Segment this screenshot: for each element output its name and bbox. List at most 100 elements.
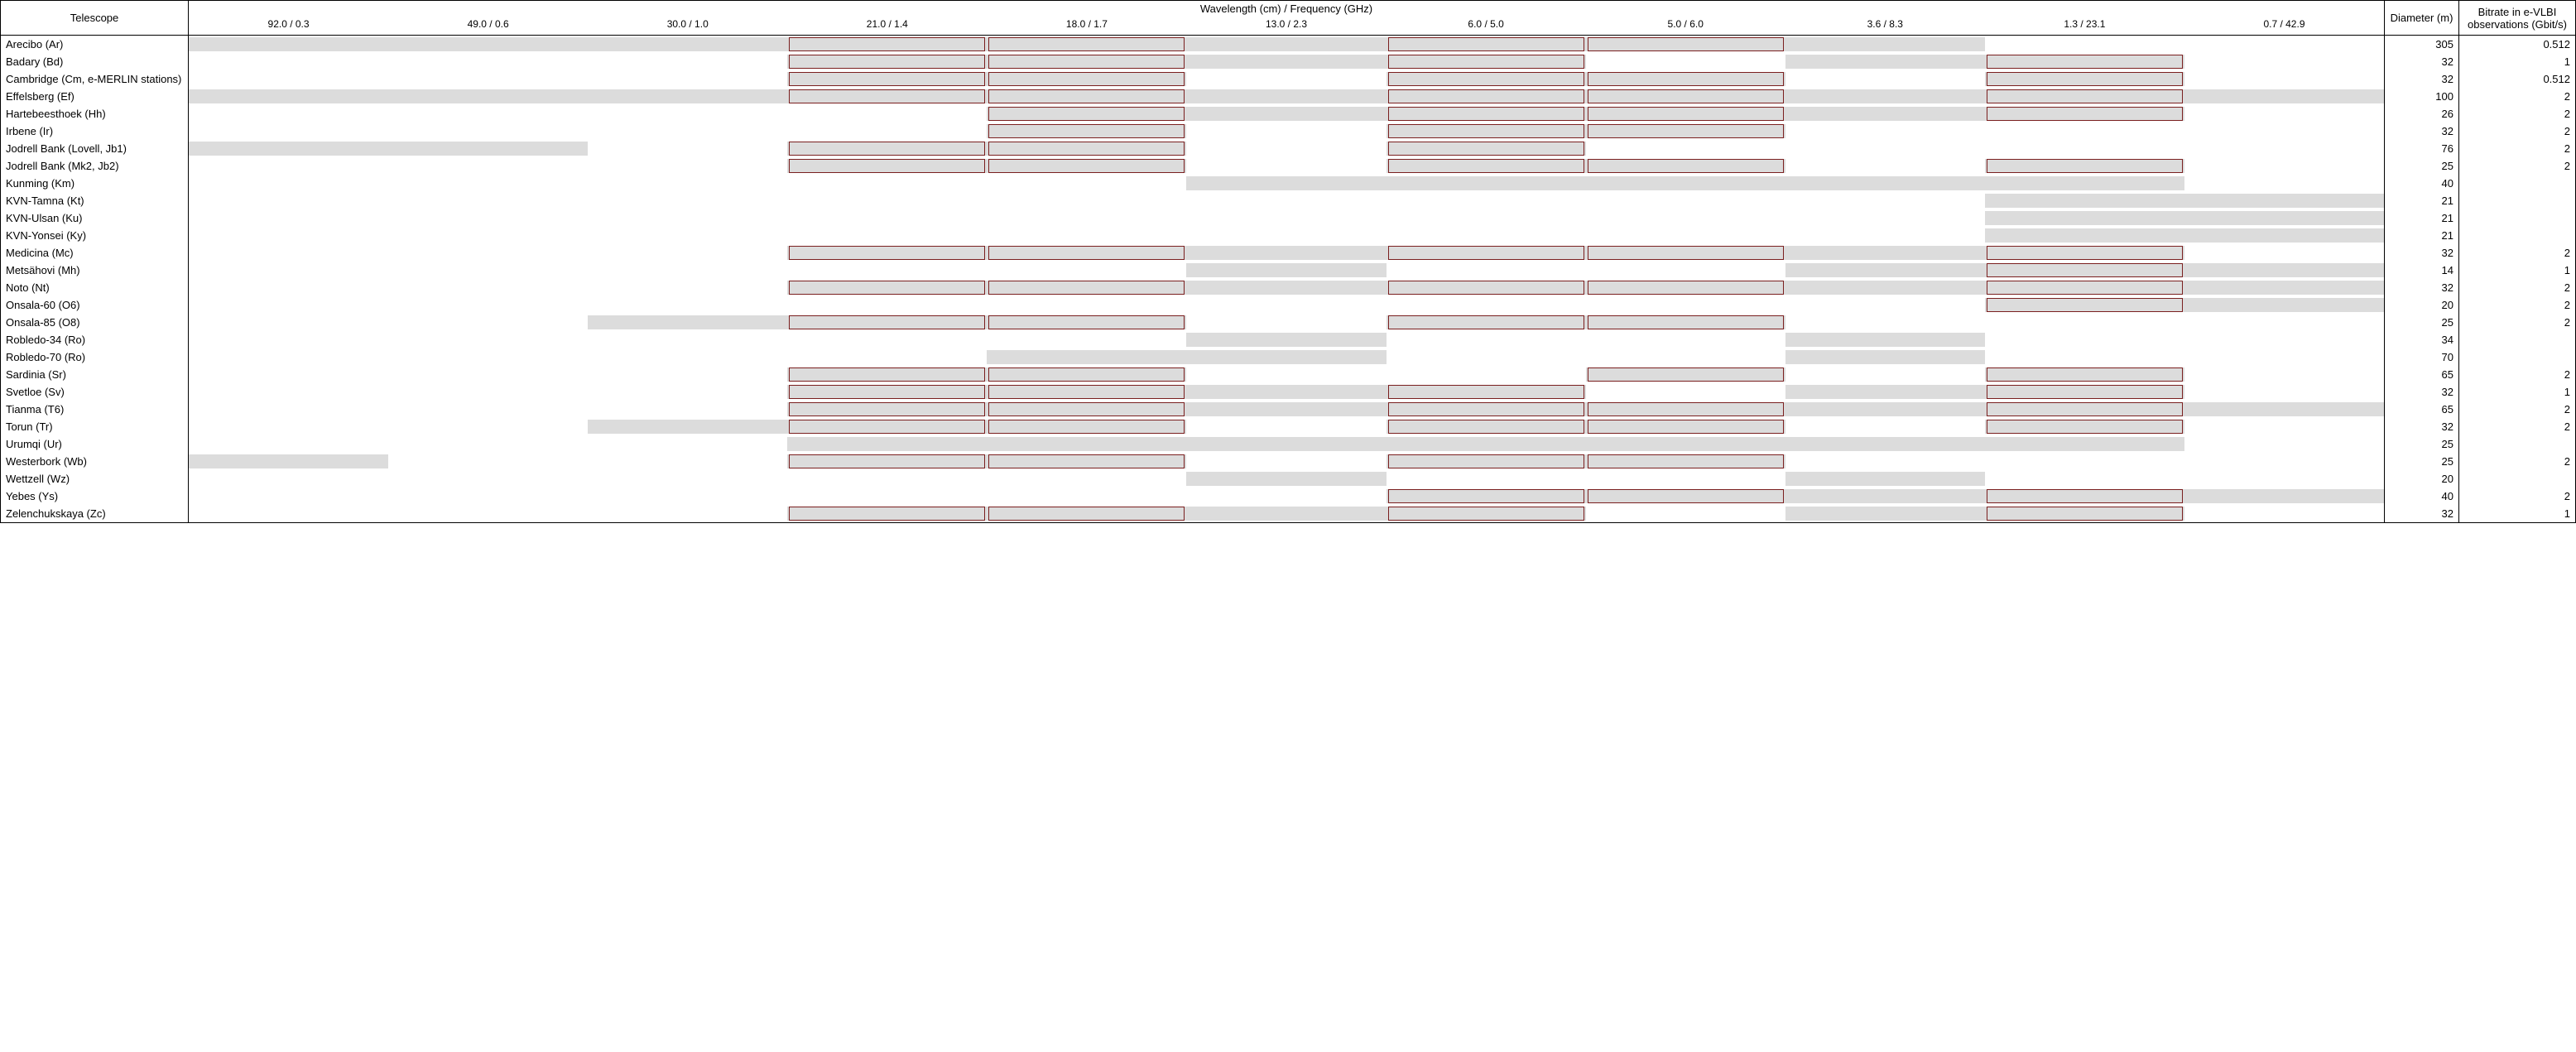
band-slot bbox=[388, 88, 588, 105]
band-slot bbox=[189, 505, 388, 522]
band-slot bbox=[987, 262, 1186, 279]
band-slot bbox=[189, 88, 388, 105]
band-slot bbox=[1387, 383, 1586, 401]
band-slot bbox=[987, 36, 1186, 53]
band-slot bbox=[787, 401, 987, 418]
band-slot bbox=[588, 470, 787, 488]
band-slot bbox=[1985, 209, 2184, 227]
gray-band bbox=[1186, 472, 1386, 486]
gray-band bbox=[1785, 89, 1985, 103]
table-row: Effelsberg (Ef)1002 bbox=[1, 88, 2575, 105]
band-slot bbox=[1985, 105, 2184, 122]
band-slot bbox=[787, 157, 987, 175]
band-slot bbox=[1586, 505, 1785, 522]
telescope-name: Noto (Nt) bbox=[1, 279, 189, 296]
chart-cell bbox=[189, 348, 2385, 366]
evlbi-box bbox=[988, 507, 1185, 521]
band-slot bbox=[1785, 418, 1985, 435]
band-slot bbox=[1586, 157, 1785, 175]
evlbi-box bbox=[1588, 489, 1784, 503]
table-row: Onsala-60 (O6)202 bbox=[1, 296, 2575, 314]
band-slot bbox=[189, 453, 388, 470]
band-slot bbox=[1785, 36, 1985, 53]
chart-cell bbox=[189, 296, 2385, 314]
band-slot bbox=[189, 366, 388, 383]
gray-band bbox=[1186, 333, 1386, 347]
evlbi-box bbox=[1388, 55, 1584, 69]
band-slot bbox=[588, 227, 787, 244]
band-slot bbox=[787, 279, 987, 296]
band-header: 30.0 / 1.0 bbox=[588, 17, 787, 35]
band-slot bbox=[588, 331, 787, 348]
gray-band bbox=[2184, 281, 2384, 295]
band-slot bbox=[588, 36, 787, 53]
band-slot bbox=[1985, 488, 2184, 505]
band-slot bbox=[388, 157, 588, 175]
band-slot bbox=[1985, 279, 2184, 296]
evlbi-box bbox=[1588, 246, 1784, 260]
bitrate-value: 1 bbox=[2459, 383, 2575, 401]
chart-cell bbox=[189, 435, 2385, 453]
evlbi-box bbox=[988, 142, 1185, 156]
evlbi-box bbox=[1588, 124, 1784, 138]
band-slot bbox=[987, 53, 1186, 70]
band-slot bbox=[588, 366, 787, 383]
chart-cell bbox=[189, 122, 2385, 140]
band-slot bbox=[1387, 36, 1586, 53]
band-slot bbox=[2184, 366, 2384, 383]
band-slot bbox=[2184, 418, 2384, 435]
band-slot bbox=[189, 105, 388, 122]
band-headers: 92.0 / 0.349.0 / 0.630.0 / 1.021.0 / 1.4… bbox=[189, 17, 2384, 35]
evlbi-box bbox=[789, 72, 985, 86]
band-slot bbox=[189, 296, 388, 314]
evlbi-box bbox=[1388, 246, 1584, 260]
band-header: 3.6 / 8.3 bbox=[1785, 17, 1985, 35]
band-slot bbox=[2184, 488, 2384, 505]
band-slot bbox=[1387, 314, 1586, 331]
evlbi-box bbox=[789, 507, 985, 521]
band-slot bbox=[987, 192, 1186, 209]
band-slot bbox=[787, 505, 987, 522]
band-slot bbox=[1387, 279, 1586, 296]
band-slot bbox=[2184, 175, 2384, 192]
band-slot bbox=[987, 122, 1186, 140]
gray-band bbox=[2184, 211, 2384, 225]
band-slot bbox=[189, 192, 388, 209]
band-slot bbox=[787, 435, 987, 453]
band-slot bbox=[987, 279, 1186, 296]
band-slot bbox=[1186, 192, 1386, 209]
gray-band bbox=[588, 89, 787, 103]
bitrate-value: 2 bbox=[2459, 453, 2575, 470]
band-slot bbox=[987, 88, 1186, 105]
gray-band bbox=[588, 420, 787, 434]
band-slot bbox=[588, 140, 787, 157]
diameter-value: 21 bbox=[2385, 192, 2459, 209]
bitrate-value bbox=[2459, 227, 2575, 244]
gray-band bbox=[1785, 246, 1985, 260]
diameter-value: 34 bbox=[2385, 331, 2459, 348]
band-slot bbox=[189, 279, 388, 296]
evlbi-box bbox=[988, 37, 1185, 51]
chart-cell bbox=[189, 105, 2385, 122]
band-slot bbox=[588, 209, 787, 227]
gray-band bbox=[1785, 472, 1985, 486]
evlbi-box bbox=[1588, 107, 1784, 121]
band-slot bbox=[1186, 140, 1386, 157]
band-slot bbox=[987, 401, 1186, 418]
band-slot bbox=[1586, 331, 1785, 348]
band-slot bbox=[1586, 70, 1785, 88]
band-slot bbox=[1586, 296, 1785, 314]
band-slot bbox=[388, 383, 588, 401]
evlbi-box bbox=[988, 72, 1185, 86]
band-slot bbox=[1785, 209, 1985, 227]
band-slot bbox=[1586, 122, 1785, 140]
evlbi-box bbox=[1588, 89, 1784, 103]
gray-band bbox=[1785, 385, 1985, 399]
diameter-value: 14 bbox=[2385, 262, 2459, 279]
telescope-name: Medicina (Mc) bbox=[1, 244, 189, 262]
evlbi-box bbox=[1588, 72, 1784, 86]
table-row: Irbene (Ir)322 bbox=[1, 122, 2575, 140]
band-slot bbox=[987, 418, 1186, 435]
band-slot bbox=[1785, 505, 1985, 522]
band-slot bbox=[588, 418, 787, 435]
